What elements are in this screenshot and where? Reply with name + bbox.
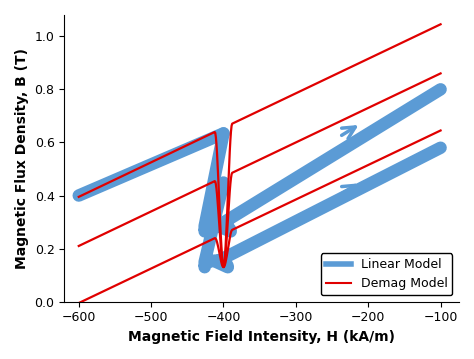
Legend: Linear Model, Demag Model: Linear Model, Demag Model bbox=[320, 253, 452, 295]
X-axis label: Magnetic Field Intensity, H (kA/m): Magnetic Field Intensity, H (kA/m) bbox=[128, 330, 395, 344]
Y-axis label: Magnetic Flux Density, B (T): Magnetic Flux Density, B (T) bbox=[15, 48, 29, 269]
